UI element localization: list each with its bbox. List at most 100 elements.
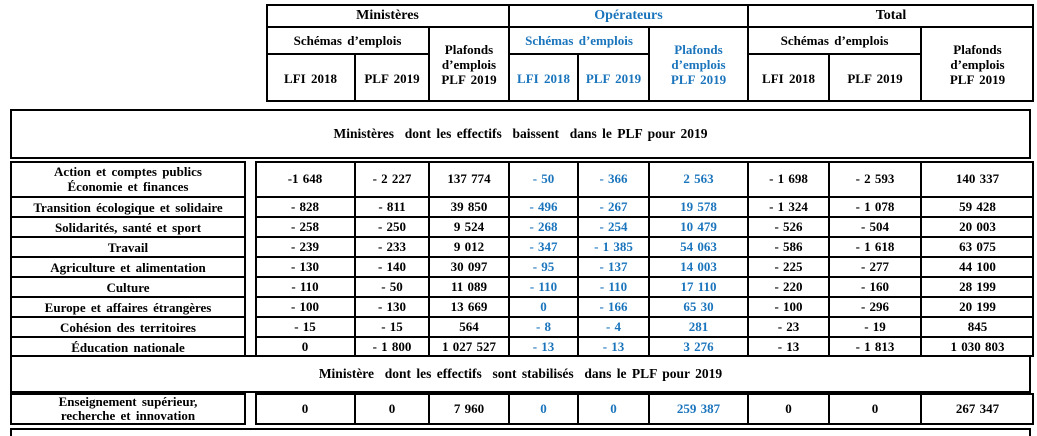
table-row: - 258 - 250 9 524 - 268 - 254 10 479 - 5… (256, 216, 1033, 236)
header-plafonds-operateurs: Plafonds d’emplois PLF 2019 (648, 26, 747, 101)
row-label: Travail (11, 236, 245, 256)
value-cell: 0 (354, 394, 428, 424)
value-cell: - 140 (354, 258, 428, 276)
value-cell: - 496 (508, 198, 577, 216)
value-cell: - 1 324 (747, 198, 828, 216)
header-group-total: Total (747, 5, 1033, 26)
value-cell: 1 030 803 (920, 338, 1033, 356)
value-cell: 10 479 (648, 218, 747, 236)
value-cell: - 366 (577, 162, 648, 196)
data-grid-decreasing: -1 648 - 2 227 137 774 - 50 - 366 2 563 … (255, 161, 1034, 357)
value-cell: -1 648 (287, 171, 323, 186)
header-plf2019-operateurs: PLF 2019 (577, 53, 648, 101)
value-cell: - 233 (354, 238, 428, 256)
value-cell: - 347 (508, 238, 577, 256)
value-cell: 1 027 527 (428, 338, 508, 356)
value-cell: - 4 (577, 318, 648, 336)
value-cell: - 100 (747, 298, 828, 316)
value-cell: 20 199 (920, 298, 1033, 316)
value-cell: - 15 (354, 318, 428, 336)
value-cell: - 95 (508, 258, 577, 276)
table-row: - 130 - 140 30 097 - 95 - 137 14 003 - 2… (256, 256, 1033, 276)
value-cell: - 1 618 (828, 238, 920, 256)
table-row: - 828 - 811 39 850 - 496 - 267 19 578 - … (256, 196, 1033, 216)
value-cell: 259 387 (648, 394, 747, 424)
value-cell: 30 097 (428, 258, 508, 276)
value-cell: - 225 (747, 258, 828, 276)
value-cell: 2 563 (648, 162, 747, 196)
value-cell: - 19 (828, 318, 920, 336)
row-labels-column: Action et comptes publics Économie et fi… (10, 161, 246, 357)
value-cell: 63 075 (920, 238, 1033, 256)
table-row: 0 - 1 800 1 027 527 - 13 - 13 3 276 - 13… (256, 336, 1033, 356)
value-cell: - 13 (747, 338, 828, 356)
value-cell: - 1 800 (354, 338, 428, 356)
header-group-ministeres: Ministères (356, 8, 419, 23)
value-cell: 0 (828, 394, 920, 424)
value-cell: 44 100 (920, 258, 1033, 276)
value-cell: 137 774 (428, 162, 508, 196)
value-cell: 140 337 (920, 162, 1033, 196)
value-cell: - 13 (577, 338, 648, 356)
value-cell: 11 089 (428, 278, 508, 296)
value-cell: - 2 227 (354, 162, 428, 196)
value-cell: - 268 (508, 218, 577, 236)
value-cell: - 110 (577, 278, 648, 296)
empty-section-band (10, 428, 1031, 436)
value-cell: 65 30 (648, 298, 747, 316)
value-cell: - 160 (828, 278, 920, 296)
column-headers: Ministères Opérateurs Total Schémas d’em… (266, 4, 1034, 102)
value-cell: 0 (747, 394, 828, 424)
value-cell: - 130 (290, 259, 320, 274)
header-plf2019-ministeres: PLF 2019 (354, 53, 428, 101)
value-cell: 0 (577, 394, 648, 424)
header-group-operateurs: Opérateurs (508, 5, 747, 26)
value-cell: 9 524 (428, 218, 508, 236)
value-cell: - 100 (290, 299, 320, 314)
value-cell: 13 669 (428, 298, 508, 316)
row-label: Cohésion des territoires (11, 316, 245, 336)
value-cell: - 811 (354, 198, 428, 216)
value-cell: - 1 078 (828, 198, 920, 216)
value-cell: 267 347 (920, 394, 1033, 424)
value-cell: - 526 (747, 218, 828, 236)
value-cell: - 258 (290, 219, 320, 234)
row-label: Enseignement supérieur, recherche et inn… (58, 394, 198, 423)
value-cell: 19 578 (648, 198, 747, 216)
header-lfi2018-total: LFI 2018 (747, 53, 828, 101)
table-row: -1 648 - 2 227 137 774 - 50 - 366 2 563 … (256, 162, 1033, 196)
data-grid-stabilized: 0 0 7 960 0 0 259 387 0 0 267 347 (255, 393, 1034, 425)
section-header-decreasing: Ministères dont les effectifs baissent d… (10, 109, 1031, 159)
value-cell: 0 (508, 394, 577, 424)
header-plf2019-total: PLF 2019 (828, 53, 920, 101)
value-cell: - 504 (828, 218, 920, 236)
value-cell: - 15 (294, 319, 316, 334)
value-cell: 0 (508, 298, 577, 316)
value-cell: - 110 (291, 279, 319, 294)
row-label: Éducation nationale (11, 336, 245, 356)
value-cell: - 250 (354, 218, 428, 236)
value-cell: 845 (920, 318, 1033, 336)
table-row: - 239 - 233 9 012 - 347 - 1 385 54 063 -… (256, 236, 1033, 256)
value-cell: 54 063 (648, 238, 747, 256)
value-cell: - 239 (290, 239, 320, 254)
value-cell: - 296 (828, 298, 920, 316)
value-cell: - 50 (508, 162, 577, 196)
row-label: Action et comptes publics Économie et fi… (54, 164, 202, 194)
value-cell: 0 (301, 401, 309, 416)
value-cell: - 220 (747, 278, 828, 296)
value-cell: - 1 385 (577, 238, 648, 256)
table-row: 0 0 7 960 0 0 259 387 0 0 267 347 (256, 394, 1033, 424)
value-cell: - 50 (354, 278, 428, 296)
table-row: - 100 - 130 13 669 0 - 166 65 30 - 100 -… (256, 296, 1033, 316)
value-cell: - 828 (290, 199, 320, 214)
value-cell: - 586 (747, 238, 828, 256)
value-cell: - 277 (828, 258, 920, 276)
header-lfi2018-ministeres: LFI 2018 (267, 53, 354, 101)
value-cell: 3 276 (648, 338, 747, 356)
value-cell: 9 012 (428, 238, 508, 256)
header-schemas-total: Schémas d’emplois (747, 26, 920, 53)
row-label: Culture (11, 276, 245, 296)
value-cell: - 254 (577, 218, 648, 236)
value-cell: 7 960 (428, 394, 508, 424)
